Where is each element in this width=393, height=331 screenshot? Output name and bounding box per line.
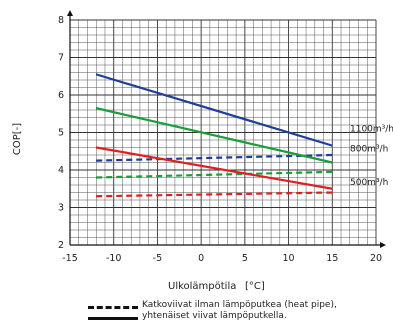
legend-dashed-line xyxy=(88,306,138,309)
x-tick-label: -5 xyxy=(153,253,162,264)
legend-solid-text: yhtenäiset viivat lämpöputkella. xyxy=(142,311,287,321)
flow-label: 1100m³/h xyxy=(350,125,393,135)
labels: 1100m³/h 800m³/h 500m³/h xyxy=(350,125,393,188)
grid xyxy=(69,19,377,246)
y-tick-label: 7 xyxy=(58,53,64,64)
series xyxy=(95,73,333,198)
x-tick-label: 5 xyxy=(242,253,248,264)
x-tick-label: -10 xyxy=(106,253,122,264)
series-line-solid xyxy=(95,73,333,147)
series-line-dashed xyxy=(96,153,333,162)
series-line-solid xyxy=(95,107,333,164)
series-line-dashed xyxy=(96,170,333,179)
series-line-dashed xyxy=(96,191,333,198)
legend-solid-line xyxy=(88,317,138,320)
legend: Katkoviivat ilman lämpöputkea (heat pipe… xyxy=(88,298,388,324)
x-axis-arrow xyxy=(380,242,386,248)
flow-label: 500m³/h xyxy=(350,178,388,188)
y-tick-label: 8 xyxy=(58,15,64,26)
legend-dashed-text: Katkoviivat ilman lämpöputkea (heat pipe… xyxy=(142,300,337,310)
x-tick-label: 0 xyxy=(198,253,204,264)
series-line-solid xyxy=(96,146,333,190)
x-tick-label: 20 xyxy=(370,253,382,264)
y-tick-label: 3 xyxy=(58,203,64,214)
y-tick-label: 2 xyxy=(58,240,64,251)
y-tick-label: 5 xyxy=(58,128,64,139)
legend-swatches xyxy=(88,298,142,324)
y-axis-label: COP[-] xyxy=(12,123,23,155)
flow-label: 800m³/h xyxy=(350,145,388,155)
x-axis-unit: [°C] xyxy=(245,281,265,292)
x-tick-label: 15 xyxy=(326,253,338,264)
axes: -15 -10 -5 0 5 10 15 20 2 3 4 5 6 7 8 xyxy=(58,10,386,264)
x-tick-label: 10 xyxy=(283,253,295,264)
x-tick-label: -15 xyxy=(62,253,78,264)
y-tick-label: 4 xyxy=(58,165,64,176)
y-axis-arrow xyxy=(67,10,73,16)
x-axis-label: Ulkolämpötila xyxy=(168,281,236,292)
y-tick-label: 6 xyxy=(58,90,64,101)
